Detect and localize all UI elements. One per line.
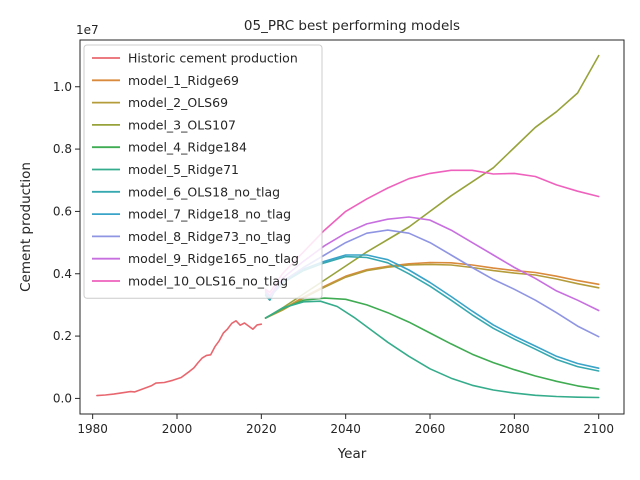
legend-entry: model_8_Ridge73_no_tlag (128, 229, 291, 244)
y-axis-label: Cement production (18, 162, 34, 292)
x-axis-label: Year (337, 446, 367, 462)
y-tick-label: 0.6 (53, 204, 72, 218)
legend-entry: model_9_Ridge165_no_tlag (128, 251, 299, 266)
x-tick-label: 1980 (77, 422, 108, 436)
series-line-5 (264, 297, 600, 390)
x-tick-label: 2000 (162, 422, 193, 436)
legend-entry: model_2_OLS69 (128, 95, 228, 110)
legend-entry: Historic cement production (128, 51, 298, 66)
y-axis-offset-text: 1e7 (76, 23, 99, 37)
legend-entry: model_6_OLS18_no_tlag (128, 184, 280, 199)
legend-entry: model_10_OLS16_no_tlag (128, 274, 288, 289)
x-tick-label: 2020 (246, 422, 277, 436)
legend: Historic cement production model_1_Ridge6… (83, 44, 323, 299)
chart-title: 05_PRC best performing models (244, 18, 460, 34)
legend-entry: model_5_Ridge71 (128, 162, 239, 177)
legend-entry: model_1_Ridge69 (128, 73, 239, 88)
x-tick-label: 2100 (583, 422, 614, 436)
y-tick-label: 0.0 (53, 391, 72, 405)
legend-entry: model_4_Ridge184 (128, 140, 247, 155)
x-axis: 1980 2000 2020 2040 2060 2080 2100 (77, 414, 614, 436)
legend-box (83, 44, 323, 299)
x-tick-label: 2080 (499, 422, 530, 436)
x-tick-label: 2060 (415, 422, 446, 436)
y-tick-label: 0.2 (53, 329, 72, 343)
legend-entry: model_7_Ridge18_no_tlag (128, 207, 291, 222)
y-tick-label: 0.4 (53, 267, 72, 281)
series-line-1 (96, 320, 263, 397)
y-tick-label: 0.8 (53, 142, 72, 156)
series-line-6 (264, 300, 600, 399)
plot-frame (79, 39, 625, 415)
x-tick-label: 2040 (330, 422, 361, 436)
legend-entry: model_3_OLS107 (128, 117, 236, 132)
y-axis: 0.0 0.2 0.4 0.6 0.8 1.0 (53, 80, 80, 405)
y-tick-label: 1.0 (53, 80, 72, 94)
